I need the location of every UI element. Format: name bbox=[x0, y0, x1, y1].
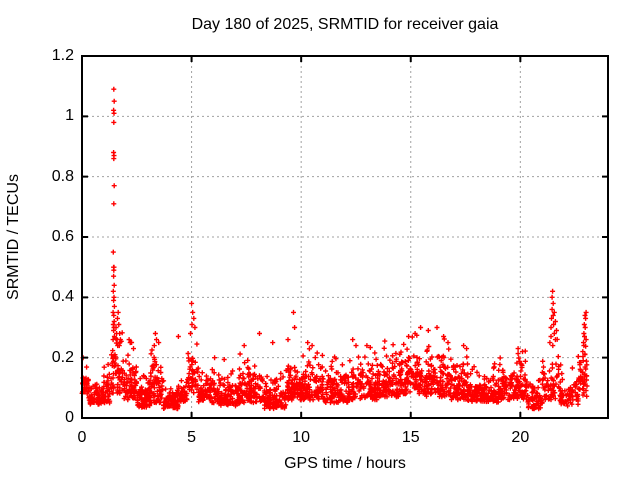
y-tick-label: 0 bbox=[65, 409, 74, 426]
chart-title: Day 180 of 2025, SRMTID for receiver gai… bbox=[191, 16, 499, 33]
y-tick-label: 0.8 bbox=[51, 167, 74, 185]
plot-border bbox=[81, 55, 609, 419]
x-tick-label: 10 bbox=[292, 429, 311, 446]
x-tick-label: 15 bbox=[401, 429, 420, 446]
scatter-points bbox=[79, 86, 590, 412]
y-tick-label: 0.6 bbox=[51, 228, 74, 245]
axis-tick-marks bbox=[81, 55, 608, 419]
grid-lines bbox=[82, 56, 608, 418]
y-tick-label: 1 bbox=[65, 107, 74, 125]
x-axis-label: GPS time / hours bbox=[284, 455, 406, 472]
y-tick-label: 1.2 bbox=[51, 47, 74, 64]
x-tick-label: 20 bbox=[511, 429, 530, 446]
x-tick-label: 5 bbox=[187, 429, 197, 446]
x-tick-label: 0 bbox=[77, 429, 87, 446]
y-tick-label: 0.4 bbox=[51, 288, 74, 306]
y-tick-label: 0.2 bbox=[51, 348, 74, 366]
